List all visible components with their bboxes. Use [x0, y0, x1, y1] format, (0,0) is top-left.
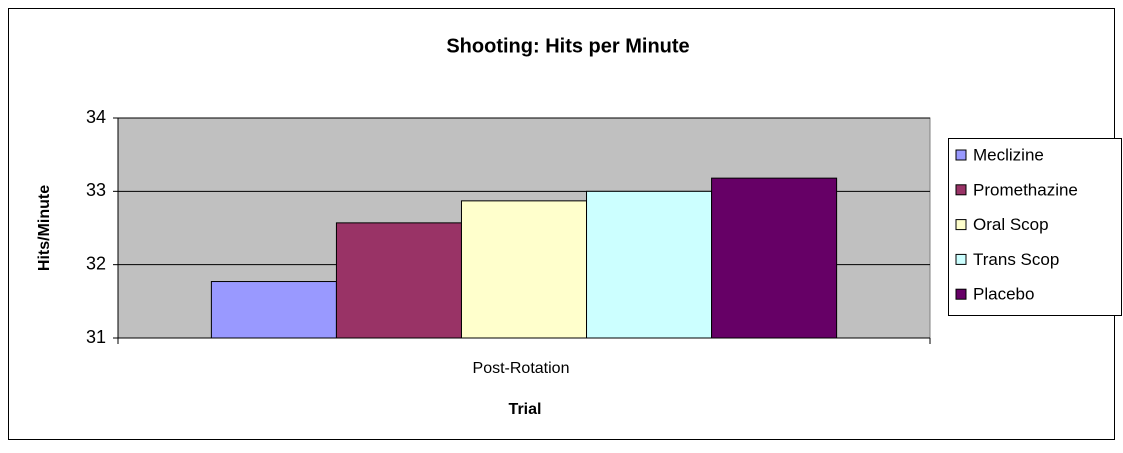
legend-swatch: [955, 149, 967, 161]
bar: [460, 200, 588, 339]
y-tick-label: 32: [86, 253, 106, 273]
bar: [711, 177, 838, 339]
y-tick-label: 31: [86, 327, 106, 347]
legend: [948, 138, 1122, 316]
bar: [586, 190, 713, 339]
x-tick-label: Post-Rotation: [473, 360, 570, 377]
y-tick-label: 33: [86, 180, 106, 200]
legend-label: Trans Scop: [973, 250, 1059, 269]
bar: [335, 222, 462, 339]
y-axis-label: Hits/Minute: [36, 185, 53, 271]
legend-label: Oral Scop: [973, 215, 1049, 234]
legend-label: Meclizine: [973, 145, 1044, 164]
bar: [210, 281, 337, 339]
y-tick-label: 34: [86, 107, 106, 127]
legend-swatch: [955, 219, 967, 231]
legend-swatch: [955, 184, 967, 196]
legend-label: Promethazine: [973, 180, 1078, 199]
chart-title: Shooting: Hits per Minute: [446, 35, 689, 57]
x-axis-label: Trial: [509, 401, 542, 418]
legend-label: Placebo: [973, 285, 1034, 304]
legend-swatch: [955, 288, 967, 300]
legend-swatch: [955, 253, 967, 265]
